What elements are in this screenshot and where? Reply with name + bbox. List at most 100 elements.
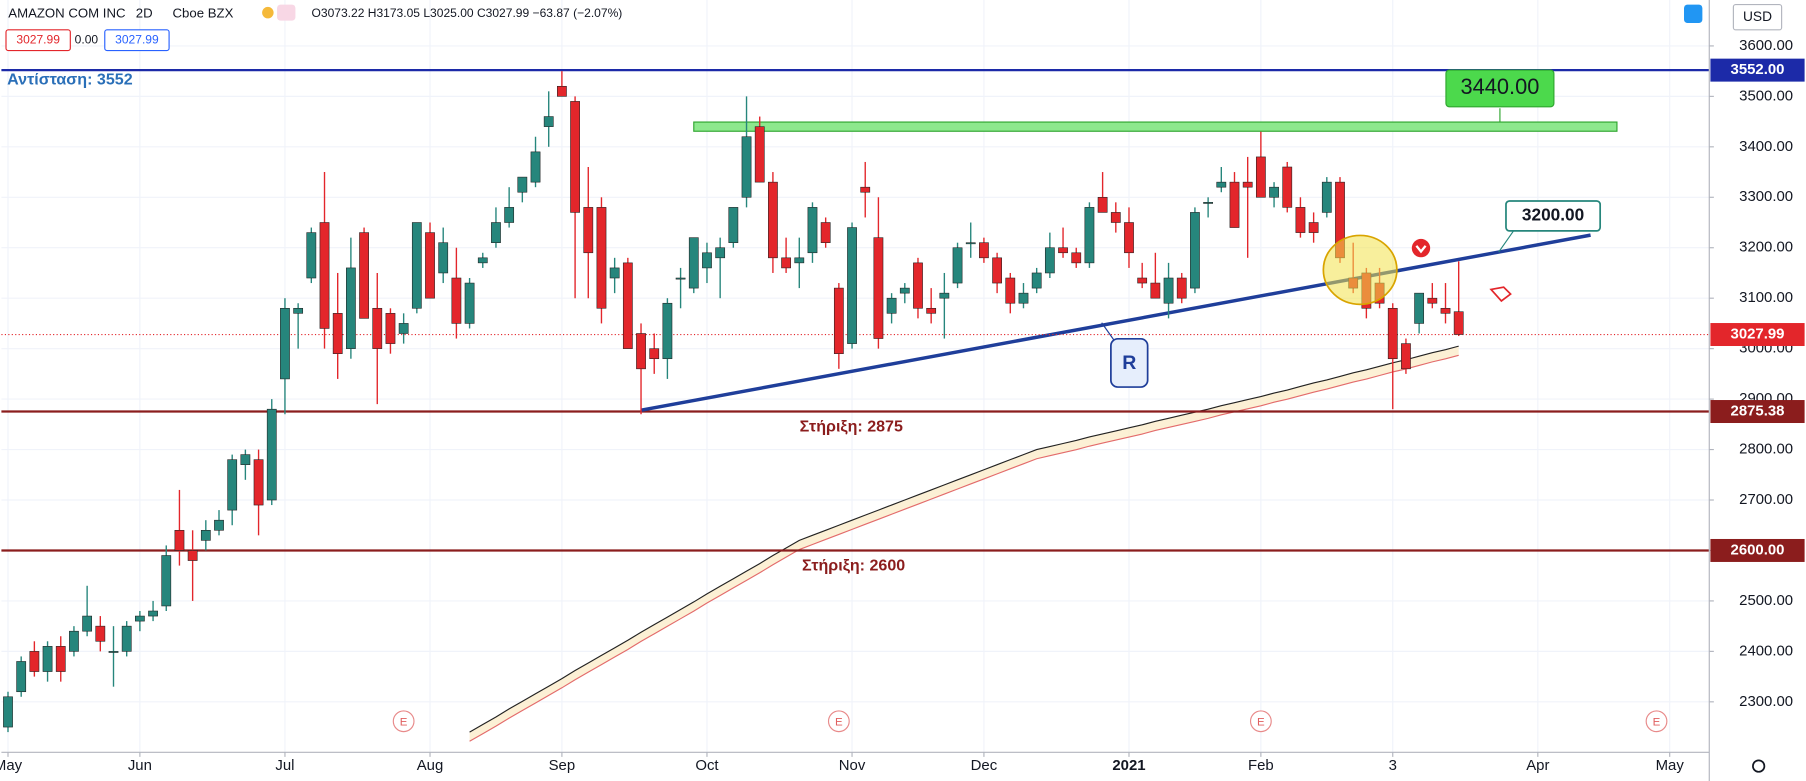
- candle-body: [609, 267, 620, 279]
- candle-body: [69, 630, 79, 652]
- candle-body: [1427, 297, 1438, 304]
- candle-body: [134, 615, 145, 622]
- candle-body: [477, 257, 488, 264]
- callout-leader: [1101, 322, 1116, 343]
- x-tick-label: May: [0, 757, 23, 774]
- earnings-marker[interactable]: [1645, 710, 1668, 733]
- currency-box[interactable]: [1732, 4, 1783, 31]
- candle-body: [1084, 207, 1095, 264]
- candle-body: [847, 227, 857, 344]
- candle-body: [1269, 186, 1279, 198]
- candle-body: [649, 348, 660, 360]
- last-price-label: 3027.99: [1731, 325, 1785, 342]
- candle-body: [1255, 156, 1266, 198]
- axes: 2300.00 2400.00 2500.00 2600.00 2700.00 2800.…: [0, 37, 1805, 774]
- earnings-marker[interactable]: [392, 710, 415, 733]
- x-tick-label: 2021: [1112, 757, 1145, 774]
- exchange: Cboe BZX: [173, 5, 234, 20]
- spread-badge: 0.00: [75, 32, 99, 46]
- settings-button[interactable]: [1684, 4, 1703, 23]
- x-tick-label: Dec: [971, 757, 998, 774]
- candle-body: [570, 101, 580, 213]
- candle-body: [939, 292, 950, 299]
- x-tick-label: Aug: [417, 757, 444, 774]
- y-tick-label: 3500.00: [1739, 87, 1793, 104]
- callout-box: [1505, 200, 1602, 232]
- level-label-box: [1710, 400, 1805, 424]
- candle-body: [385, 313, 396, 344]
- candle-body: [1453, 311, 1464, 335]
- earnings-label: E: [1653, 716, 1661, 728]
- x-tick-label: Jun: [128, 757, 152, 774]
- callout-box: [1110, 337, 1149, 388]
- candle-body: [491, 222, 501, 243]
- candle-body: [293, 307, 304, 314]
- candle-body: [596, 207, 607, 309]
- x-tick-label: 3: [1389, 757, 1397, 774]
- y-tick-label: 3200.00: [1739, 239, 1793, 256]
- candle-body: [1295, 207, 1306, 233]
- candle-body: [214, 519, 224, 531]
- gear-icon[interactable]: [1752, 759, 1766, 773]
- candle-body: [425, 232, 435, 299]
- candle-body: [622, 262, 633, 349]
- candle-body: [530, 151, 541, 183]
- last-price-box: [1710, 323, 1805, 347]
- candle-body: [1044, 247, 1055, 274]
- candle-body: [794, 257, 805, 264]
- x-tick-label: Nov: [839, 757, 866, 774]
- earnings-marker[interactable]: [827, 710, 850, 733]
- earnings-marker[interactable]: [1249, 710, 1272, 733]
- candle-body: [557, 85, 567, 97]
- candle-body: [1058, 247, 1068, 254]
- candle-body: [451, 277, 462, 324]
- candle-body: [332, 313, 343, 354]
- candle-body: [1018, 292, 1029, 304]
- candle-body: [1110, 212, 1121, 223]
- y-tick-label: 2800.00: [1739, 440, 1793, 457]
- target-zone: [693, 121, 1618, 132]
- level-label: 2600.00: [1731, 541, 1785, 558]
- candle-body: [952, 247, 963, 284]
- candle-body: [1203, 202, 1213, 204]
- ma-upper: [469, 345, 1459, 733]
- candle-body: [1124, 222, 1134, 254]
- candle-body: [833, 287, 844, 354]
- candle-body: [1150, 282, 1161, 299]
- candle-body: [253, 459, 264, 506]
- candle-body: [319, 222, 330, 329]
- candle-body: [754, 126, 765, 183]
- candle-body: [42, 646, 53, 672]
- candle-body: [55, 646, 66, 672]
- candle-body: [1216, 181, 1227, 188]
- badge[interactable]: [104, 29, 170, 52]
- x-tick-label: Apr: [1526, 757, 1549, 774]
- candle-body: [464, 282, 475, 324]
- candle-body: [1242, 181, 1253, 188]
- candle-body: [860, 186, 871, 193]
- candle-body: [174, 529, 185, 551]
- bid-badge: 3027.99: [16, 32, 60, 46]
- candle-body: [543, 116, 554, 127]
- candle-body: [280, 307, 290, 380]
- candle-body: [636, 333, 646, 370]
- annotations: Αντίσταση: 3552 Στήριξη: 2875 Στήριξη: 260…: [7, 69, 1668, 733]
- badge[interactable]: [5, 29, 71, 52]
- candle-body: [3, 696, 13, 728]
- candle-body: [965, 242, 976, 245]
- candle-body: [1005, 277, 1016, 304]
- level-label-box: [1710, 538, 1805, 562]
- candle-body: [873, 237, 884, 339]
- candle-body: [899, 287, 910, 294]
- candle-body: [266, 408, 277, 501]
- y-tick-label: 2300.00: [1739, 693, 1793, 710]
- interval: 2D: [136, 5, 153, 20]
- ask-badge: 3027.99: [115, 32, 159, 46]
- level-note: Στήριξη: 2600: [802, 556, 905, 574]
- candle-body: [1321, 181, 1332, 213]
- candle-body: [1282, 166, 1293, 208]
- y-tick-label: 2500.00: [1739, 592, 1793, 609]
- y-tick-label: 3100.00: [1739, 289, 1793, 306]
- candle-body: [807, 207, 818, 254]
